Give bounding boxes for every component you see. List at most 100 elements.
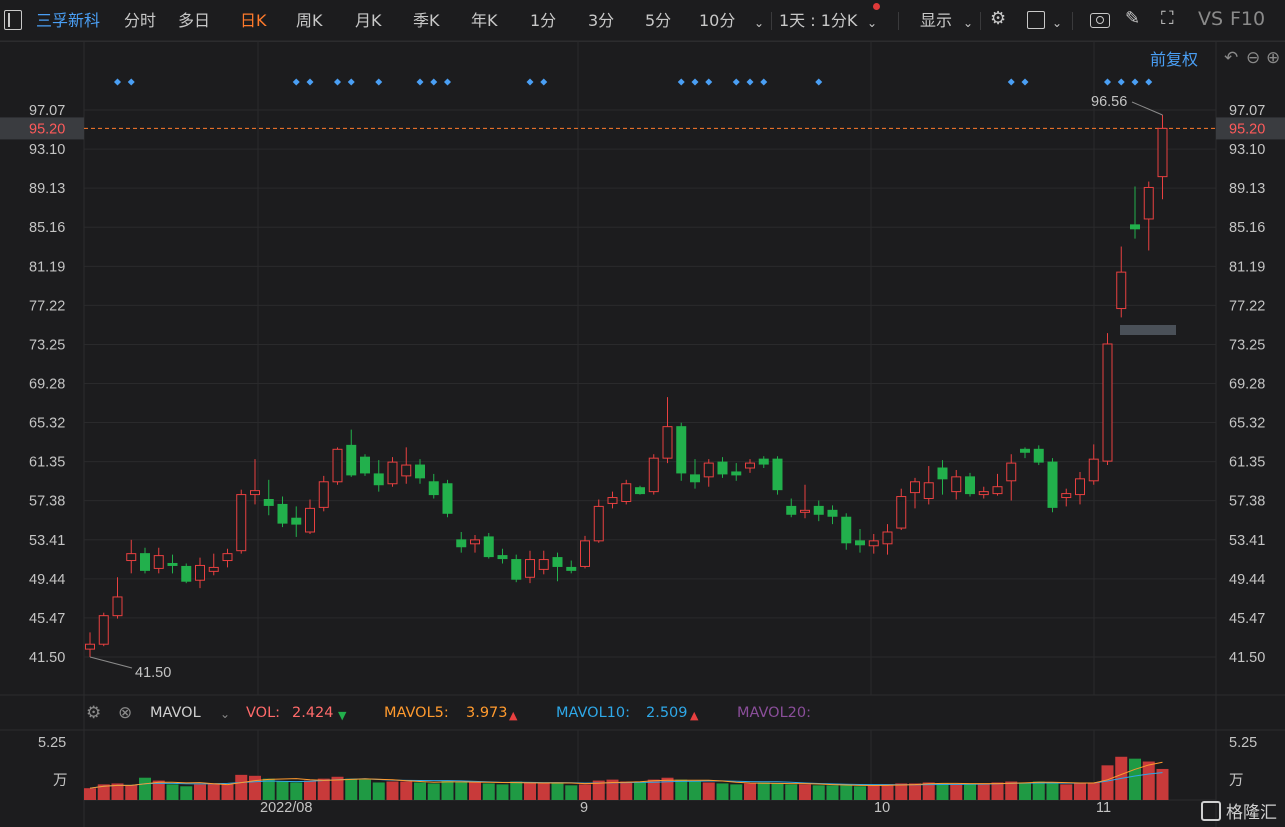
candle-body <box>1020 448 1030 453</box>
mavol10-up-arrow-icon: ▲ <box>690 709 699 722</box>
price-restore-button[interactable]: 前复权 <box>1150 50 1199 69</box>
f10-button[interactable]: F10 <box>1230 8 1266 30</box>
event-marker-diamond <box>1145 78 1153 86</box>
tab-daily-k[interactable]: 日K <box>240 11 267 30</box>
candle-body <box>291 517 302 525</box>
candle <box>607 491 618 509</box>
tab-more-chevron-icon[interactable]: ⌄ <box>754 16 765 30</box>
current-price-label-left: 95.20 <box>29 121 65 137</box>
event-marker-diamond <box>114 78 121 86</box>
candle <box>965 472 975 497</box>
volume-bar <box>689 781 701 800</box>
candle-body <box>112 596 123 617</box>
vol-down-arrow-icon: ▼ <box>338 709 347 722</box>
candle <box>181 563 192 584</box>
event-marker-diamond <box>127 78 135 86</box>
vs-compare-button[interactable]: VS <box>1198 8 1224 30</box>
price-tick-left: 53.41 <box>29 533 65 549</box>
camera-icon[interactable] <box>1090 13 1110 28</box>
event-marker-diamond <box>540 78 548 86</box>
volume-bar <box>757 782 770 800</box>
current-price-box-left <box>0 117 84 140</box>
tab-quarterly-k[interactable]: 季K <box>413 11 440 30</box>
event-marker-diamond <box>1117 78 1125 86</box>
draw-rectangle-icon[interactable] <box>1027 11 1045 29</box>
candle <box>442 479 453 518</box>
candle-body <box>731 471 742 476</box>
candle <box>1102 333 1113 466</box>
zoom-in-icon[interactable]: ⊕ <box>1266 48 1281 68</box>
display-menu[interactable]: 显示 <box>920 11 953 30</box>
candle-body <box>140 553 150 571</box>
candle <box>731 463 742 481</box>
candle <box>126 539 137 574</box>
candle <box>937 460 948 495</box>
indicator-settings-gear-icon[interactable]: ⚙ <box>86 703 102 723</box>
fullscreen-icon[interactable]: ⛶ <box>1161 8 1174 29</box>
candle-body <box>360 456 370 474</box>
candle-body <box>483 536 494 558</box>
indicator-name[interactable]: MAVOL <box>150 705 201 721</box>
volume-bar <box>125 785 138 800</box>
candle-body <box>305 507 315 533</box>
stock-name[interactable]: 三孚新科 <box>36 11 101 30</box>
period-combo[interactable]: 1天 : 1分K <box>779 11 858 30</box>
volume-bar <box>620 781 633 800</box>
candle <box>882 524 893 555</box>
tab-1min[interactable]: 1分 <box>530 11 557 30</box>
tab-10min[interactable]: 10分 <box>699 11 736 30</box>
sidebar-toggle-icon[interactable] <box>4 10 22 30</box>
tab-5min[interactable]: 5分 <box>645 11 672 30</box>
x-axis-date-label: 11 <box>1096 800 1111 816</box>
price-tick-left: 89.13 <box>29 181 65 197</box>
settings-gear-icon[interactable]: ⚙ <box>990 8 1007 29</box>
candle-body <box>566 566 577 571</box>
indicator-chevron-icon[interactable]: ⌄ <box>220 707 231 721</box>
price-tick-right: 97.07 <box>1229 103 1265 119</box>
candle <box>580 535 590 569</box>
pencil-icon[interactable]: ✎ <box>1125 8 1141 29</box>
tab-fenshi[interactable]: 分时 <box>124 11 157 30</box>
volume-bar <box>1032 781 1045 800</box>
period-combo-chevron-icon[interactable]: ⌄ <box>867 16 878 30</box>
candle <box>373 460 384 492</box>
event-marker-diamond <box>1131 78 1139 86</box>
zoom-out-icon[interactable]: ⊖ <box>1246 48 1261 68</box>
candle-body <box>1116 271 1127 310</box>
candle-body <box>497 555 508 560</box>
volume-bar <box>716 783 729 800</box>
tab-yearly-k[interactable]: 年K <box>471 11 498 30</box>
tab-3min[interactable]: 3分 <box>588 11 615 30</box>
volume-bar <box>372 782 385 800</box>
indicator-close-icon[interactable]: ⊗ <box>118 703 133 723</box>
volume-bar <box>826 785 839 800</box>
candle <box>786 498 797 518</box>
tab-weekly-k[interactable]: 周K <box>296 11 323 30</box>
mavol10-line <box>89 772 1163 789</box>
event-marker-diamond <box>1104 78 1111 86</box>
volume-bar <box>744 783 756 800</box>
tab-multi-day[interactable]: 多日 <box>178 11 211 30</box>
candle <box>923 466 934 505</box>
event-marker-diamond <box>1007 78 1015 86</box>
draw-chevron-icon[interactable]: ⌄ <box>1052 16 1063 30</box>
event-marker-diamond <box>1021 78 1029 86</box>
event-marker-diamond <box>430 78 438 86</box>
candle-body <box>745 462 755 469</box>
tab-monthly-k[interactable]: 月K <box>355 11 382 30</box>
event-markers <box>114 78 1153 86</box>
candle-body <box>676 426 687 474</box>
display-chevron-icon[interactable]: ⌄ <box>963 16 974 30</box>
event-marker-diamond <box>732 78 740 86</box>
volume-bar <box>1129 758 1141 800</box>
candle <box>263 479 274 516</box>
candle <box>153 547 164 574</box>
volume-bar <box>647 779 660 800</box>
volume-bar <box>510 781 523 800</box>
event-marker-diamond <box>347 78 355 86</box>
candle <box>1033 445 1044 466</box>
candle-body <box>1088 458 1099 482</box>
undo-icon[interactable]: ↶ <box>1224 48 1239 68</box>
volume-tick-right: 5.25 <box>1229 735 1257 751</box>
price-tick-left: 61.35 <box>29 455 65 471</box>
